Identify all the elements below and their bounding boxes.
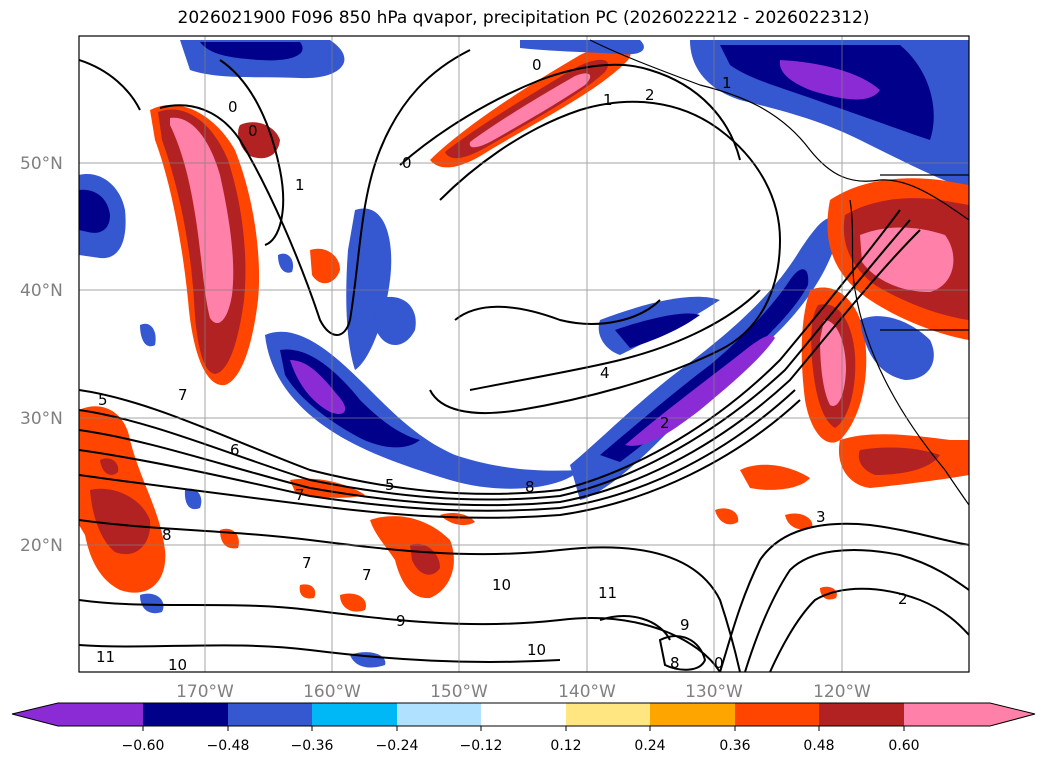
- contour-label: 2: [898, 590, 908, 608]
- colorbar-segment: [397, 703, 481, 726]
- contour-label: 0: [714, 654, 724, 672]
- contour-label: 1: [722, 74, 732, 92]
- colorbar-tick-label: 0.48: [803, 738, 834, 754]
- contour-label: 3: [816, 508, 826, 526]
- qvapor-contours: [79, 49, 969, 672]
- contour-label: 8: [670, 654, 680, 672]
- lon-label-170w: 170°W: [176, 682, 234, 702]
- colorbar-tick-label: −0.60: [122, 738, 165, 754]
- colorbar-tick-label: −0.24: [376, 738, 419, 754]
- colorbar-outline: [11, 702, 1036, 727]
- colorbar-tick-label: −0.36: [291, 738, 334, 754]
- lon-label-160w: 160°W: [303, 682, 361, 702]
- latitude-labels: 50°N 40°N 30°N 20°N: [20, 154, 63, 556]
- contour-label: 9: [680, 616, 690, 634]
- contour-label: 7: [295, 486, 305, 504]
- contour-label: 10: [492, 576, 511, 594]
- contour-label: 11: [96, 648, 115, 666]
- colorbar-segment: [650, 703, 735, 726]
- contour-label: 0: [402, 154, 412, 172]
- lat-label-40n: 40°N: [20, 281, 63, 301]
- contour-label: 6: [230, 441, 240, 459]
- contour-label: 0: [228, 98, 238, 116]
- colorbar-tick-label: −0.48: [207, 738, 250, 754]
- colorbar-segment: [904, 703, 990, 726]
- colorbar-segment: [312, 703, 397, 726]
- lon-label-150w: 150°W: [430, 682, 488, 702]
- colorbar-segment: [58, 703, 143, 726]
- colorbar-tick-label: 0.60: [888, 738, 919, 754]
- colorbar-segment: [566, 703, 650, 726]
- contour-label: 5: [385, 476, 395, 494]
- colorbar-segment: [819, 703, 904, 726]
- colorbar-segment: [481, 703, 566, 726]
- graticule: [79, 36, 969, 672]
- colorbar-segment: [143, 703, 228, 726]
- contour-label: 7: [302, 554, 312, 572]
- map-frame: [78, 35, 970, 673]
- contour-label: 1: [603, 91, 613, 109]
- lat-label-50n: 50°N: [20, 154, 63, 174]
- lon-label-140w: 140°W: [558, 682, 616, 702]
- contour-label: 8: [525, 478, 535, 496]
- contour-label: 1: [295, 176, 305, 194]
- contour-label: 4: [600, 364, 610, 382]
- lat-label-30n: 30°N: [20, 409, 63, 429]
- colorbar-tick-label: −0.12: [460, 738, 503, 754]
- colorbar-tick-label: 0.36: [719, 738, 750, 754]
- contour-label: 0: [532, 56, 542, 74]
- colorbar-extend-high: [990, 703, 1035, 726]
- coastlines: [589, 39, 969, 506]
- contour-label: 9: [396, 612, 406, 630]
- lat-label-20n: 20°N: [20, 536, 63, 556]
- lon-label-130w: 130°W: [685, 682, 743, 702]
- colorbar-extend-low: [12, 703, 58, 726]
- contour-label: 2: [645, 86, 655, 104]
- longitude-labels: 170°W 160°W 150°W 140°W 130°W 120°W: [176, 682, 871, 702]
- contour-labels: 0 0 0 0 1 1 2 1 7 6 5 5 4 2 8 7 7 7 8 9 …: [96, 56, 908, 674]
- colorbar-tick-label: 0.12: [550, 738, 581, 754]
- contour-label: 7: [362, 566, 372, 584]
- contour-label: 10: [168, 656, 187, 674]
- contour-label: 0: [248, 122, 258, 140]
- contour-label: 11: [598, 584, 617, 602]
- colorbar-segment: [735, 703, 819, 726]
- colorbar: −0.60 −0.48 −0.36 −0.24 −0.12 0.12 0.24 …: [11, 702, 1036, 754]
- contour-label: 10: [527, 641, 546, 659]
- contour-label: 8: [162, 526, 172, 544]
- map-title: 2026021900 F096 850 hPa qvapor, precipit…: [177, 8, 870, 28]
- colorbar-segment: [228, 703, 312, 726]
- contour-label: 5: [98, 391, 108, 409]
- contour-label: 2: [660, 414, 670, 432]
- contour-label: 7: [178, 386, 188, 404]
- colorbar-tick-label: 0.24: [634, 738, 665, 754]
- lon-label-120w: 120°W: [813, 682, 871, 702]
